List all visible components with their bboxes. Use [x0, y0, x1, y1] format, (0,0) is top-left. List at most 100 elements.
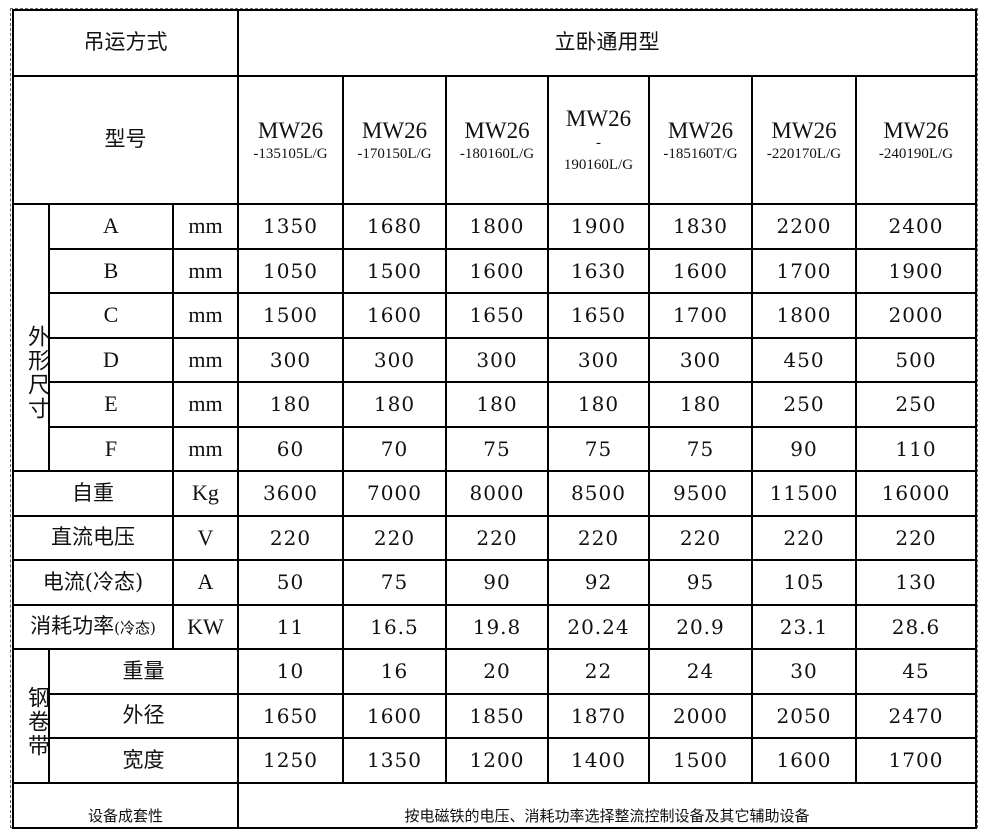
spec-label-text: 电流(冷态): [42, 569, 144, 594]
coil-label: 外径: [48, 692, 239, 739]
value-cell: 20.24: [547, 603, 650, 650]
value-cell: 1200: [445, 737, 549, 784]
value-cell: 1500: [648, 737, 753, 784]
spec-unit: KW: [172, 603, 239, 650]
value-cell: 45: [855, 648, 977, 695]
model-header-cell: MW26 -170150L/G: [342, 75, 447, 205]
value-cell: 2470: [855, 692, 977, 739]
model-code: 190160L/G: [563, 157, 634, 174]
value-cell: 8500: [547, 470, 650, 517]
spec-label: 直流电压: [12, 514, 174, 561]
value-cell: 3600: [237, 470, 344, 517]
model-header-cell: MW26 -240190L/G: [855, 75, 977, 205]
footer-value: 按电磁铁的电压、消耗功率选择整流控制设备及其它辅助设备: [237, 781, 977, 829]
lift-mode-row: 吊运方式 立卧通用型: [12, 9, 977, 77]
value-cell: 1870: [547, 692, 650, 739]
value-cell: 220: [445, 514, 549, 561]
value-cell: 180: [547, 381, 650, 428]
value-cell: 300: [342, 336, 447, 383]
value-cell: 16: [342, 648, 447, 695]
dimension-label: F: [48, 425, 174, 472]
value-cell: 20: [445, 648, 549, 695]
value-cell: 1050: [237, 247, 344, 294]
value-cell: 60: [237, 425, 344, 472]
spec-label-text: 消耗功率: [30, 614, 115, 639]
spec-row: 消耗功率(冷态) KW 11 16.5 19.8 20.24 20.9 23.1 28.6: [12, 603, 977, 650]
value-cell: 2400: [855, 203, 977, 250]
spec-label-text: 自重: [72, 480, 114, 505]
coil-row: 宽度 1250 1350 1200 1400 1500 1600 1700: [13, 737, 977, 784]
value-cell: 1830: [648, 203, 753, 250]
spec-unit: Kg: [172, 470, 239, 517]
dimension-unit: mm: [172, 336, 239, 383]
value-cell: 75: [445, 425, 549, 472]
dimension-label: B: [48, 247, 174, 294]
value-cell: 75: [342, 559, 447, 606]
value-cell: 7000: [342, 470, 447, 517]
value-cell: 1500: [342, 247, 447, 294]
dimension-group-label: 外形尺寸: [12, 203, 50, 472]
value-cell: 180: [445, 381, 549, 428]
value-cell: 1900: [855, 247, 977, 294]
value-cell: 90: [445, 559, 549, 606]
value-cell: 220: [342, 514, 447, 561]
value-cell: 180: [648, 381, 753, 428]
model-code: -185160T/G: [663, 145, 738, 162]
value-cell: 2000: [648, 692, 753, 739]
value-cell: 300: [547, 336, 650, 383]
page-frame: [10, 8, 978, 828]
value-cell: 180: [237, 381, 344, 428]
dimension-label: E: [48, 381, 174, 428]
value-cell: 180: [342, 381, 447, 428]
dimension-label: C: [48, 292, 174, 339]
model-label: 型号: [12, 75, 239, 205]
value-cell: 30: [751, 648, 857, 695]
spec-label: 电流(冷态): [12, 559, 174, 606]
value-cell: 16.5: [342, 603, 447, 650]
value-cell: 1350: [342, 737, 447, 784]
lift-mode-value: 立卧通用型: [237, 9, 977, 77]
value-cell: 220: [648, 514, 753, 561]
model-header-cell: MW26 -135105L/G: [237, 75, 344, 205]
dimension-unit: mm: [172, 292, 239, 339]
spec-unit: V: [172, 514, 239, 561]
value-cell: 105: [751, 559, 857, 606]
dimension-unit: mm: [172, 425, 239, 472]
spec-label-note: (冷态): [114, 619, 156, 638]
model-code: -135105L/G: [253, 145, 328, 162]
value-cell: 300: [648, 336, 753, 383]
model-header-cell: MW26 -185160T/G: [648, 75, 753, 205]
value-cell: 11: [237, 603, 344, 650]
spec-label-text: 直流电压: [51, 525, 135, 550]
value-cell: 22: [547, 648, 650, 695]
value-cell: 220: [751, 514, 857, 561]
value-cell: 11500: [751, 470, 857, 517]
model-name: MW26: [257, 117, 324, 143]
model-name: MW26: [361, 117, 428, 143]
value-cell: 28.6: [855, 603, 977, 650]
value-cell: 95: [648, 559, 753, 606]
value-cell: 1350: [237, 203, 344, 250]
value-cell: 19.8: [445, 603, 549, 650]
value-cell: 1600: [342, 692, 447, 739]
model-header-cell: MW26 - 190160L/G: [547, 75, 650, 205]
value-cell: 300: [445, 336, 549, 383]
value-cell: 75: [547, 425, 650, 472]
model-row: 型号 MW26 -135105L/G MW26 -170150L/G MW26 -1801…: [12, 75, 977, 205]
spec-row: 直流电压 V 220 220 220 220 220 220 220: [12, 514, 977, 561]
dimension-unit: mm: [172, 247, 239, 294]
value-cell: 1650: [445, 292, 549, 339]
value-cell: 23.1: [751, 603, 857, 650]
value-cell: 1800: [445, 203, 549, 250]
value-cell: 1700: [855, 737, 977, 784]
dimension-unit: mm: [172, 203, 239, 250]
value-cell: 450: [751, 336, 857, 383]
footer-row: 设备成套性 按电磁铁的电压、消耗功率选择整流控制设备及其它辅助设备: [12, 781, 977, 829]
value-cell: 220: [855, 514, 977, 561]
value-cell: 1250: [237, 737, 344, 784]
value-cell: 1800: [751, 292, 857, 339]
